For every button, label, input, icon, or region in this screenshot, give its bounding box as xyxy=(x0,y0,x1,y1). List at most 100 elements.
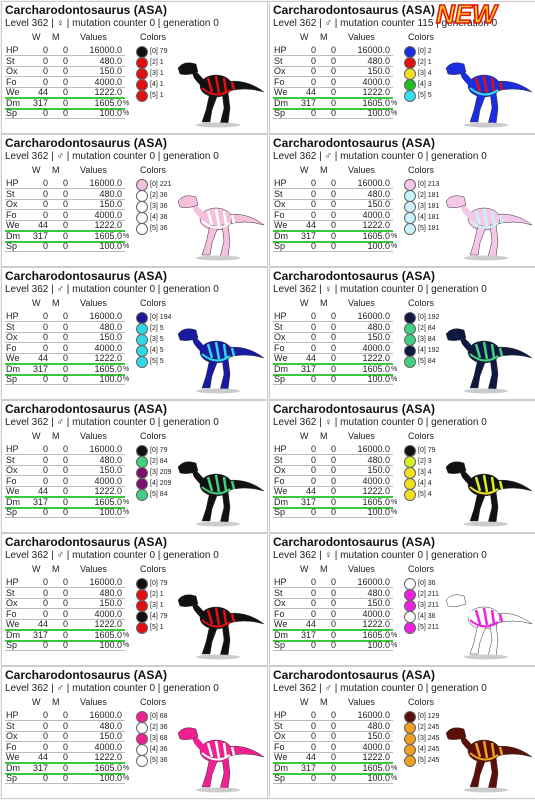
stat-mutation: 0 xyxy=(62,199,68,209)
stat-name: HP xyxy=(274,178,287,188)
color-label: [3] 1 xyxy=(150,602,164,609)
color-label: [2] 3 xyxy=(418,458,432,465)
creature-level: Level 362 | ♂ | mutation counter 0 | gen… xyxy=(5,683,219,694)
stat-mutation: 0 xyxy=(330,741,336,752)
stat-mutation: 0 xyxy=(62,577,68,587)
color-label: [2] 84 xyxy=(418,325,436,332)
creature-card: Carcharodontosaurus (ASA) Level 362 | ♂ |… xyxy=(1,134,268,267)
color-label: [2] 36 xyxy=(150,724,168,731)
head xyxy=(177,62,199,75)
creature-card: Carcharodontosaurus (ASA) Level 362 | ♀ |… xyxy=(269,267,535,400)
stat-mutation: 0 xyxy=(62,55,68,66)
creature-title: Carcharodontosaurus (ASA) xyxy=(273,136,436,150)
stat-mutation: 0 xyxy=(330,188,336,199)
stat-value: 4000.0 xyxy=(94,342,122,353)
color-label: [0] 79 xyxy=(150,447,168,454)
stat-value: 1222.0 xyxy=(362,220,390,230)
row-line xyxy=(5,618,125,620)
stat-name: We xyxy=(274,353,288,363)
stat-value: 1222.0 xyxy=(362,353,390,363)
stat-mutation: 0 xyxy=(330,363,336,374)
color-label: [3] 68 xyxy=(150,735,168,742)
stat-unit: % xyxy=(391,365,398,373)
row-line xyxy=(5,783,125,784)
shadow xyxy=(196,654,240,660)
stat-wild: 0 xyxy=(310,720,316,731)
stat-wild: 0 xyxy=(310,773,316,783)
color-label: [2] 1 xyxy=(150,591,164,598)
stat-wild: 0 xyxy=(42,444,48,454)
stat-mutation: 0 xyxy=(62,209,68,220)
stat-wild: 44 xyxy=(305,87,316,97)
belly xyxy=(469,752,499,761)
stat-wild: 317 xyxy=(300,97,316,108)
stat-wild: 317 xyxy=(32,97,48,108)
stat-value: 4000.0 xyxy=(362,76,390,87)
stat-mutation: 0 xyxy=(330,640,336,650)
stat-mutation: 0 xyxy=(330,454,336,465)
stat-value: 480.0 xyxy=(99,55,122,66)
creature-level: Level 362 | ♀ | mutation counter 0 | gen… xyxy=(5,18,219,29)
stat-mutation: 0 xyxy=(330,710,336,720)
stat-value: 1222.0 xyxy=(362,752,390,762)
column-header: Values xyxy=(348,564,375,574)
stat-name: We xyxy=(274,220,288,230)
color-label: [0] 129 xyxy=(418,713,440,720)
stat-value: 100.0 xyxy=(99,640,122,650)
row-line xyxy=(273,76,393,77)
color-label: [0] 2 xyxy=(418,48,432,55)
stat-name: St xyxy=(274,188,283,199)
stat-name: Fo xyxy=(6,342,17,353)
stat-wild: 0 xyxy=(42,640,48,650)
creature-card: Carcharodontosaurus (ASA) Level 362 | ♂ |… xyxy=(269,666,535,799)
creature-level: Level 362 | ♂ | mutation counter 0 | gen… xyxy=(5,550,219,561)
stat-unit: % xyxy=(123,775,130,782)
stat-name: We xyxy=(6,619,20,629)
stat-wild: 44 xyxy=(305,353,316,363)
row-line xyxy=(5,741,125,742)
color-label: [3] 211 xyxy=(418,602,439,609)
stat-value: 16000.0 xyxy=(89,311,122,321)
stat-unit: % xyxy=(391,775,398,782)
row-line xyxy=(5,107,125,110)
stat-name: HP xyxy=(6,311,19,321)
row-line xyxy=(273,618,393,620)
stat-mutation: 0 xyxy=(62,720,68,731)
stat-value: 16000.0 xyxy=(357,444,390,454)
stat-value: 150.0 xyxy=(367,731,390,741)
stat-value: 16000.0 xyxy=(89,178,122,188)
stat-value: 1222.0 xyxy=(94,486,122,496)
belly xyxy=(201,353,231,362)
stat-name: HP xyxy=(6,178,19,188)
stat-name: Fo xyxy=(274,608,285,619)
creature-title: Carcharodontosaurus (ASA) xyxy=(273,668,436,682)
creature-card: Carcharodontosaurus (ASA) Level 362 | ♂ |… xyxy=(269,134,535,267)
row-line xyxy=(273,783,393,784)
stripes xyxy=(474,208,504,227)
row-line xyxy=(273,65,393,67)
column-header: Values xyxy=(348,298,375,308)
stat-value: 480.0 xyxy=(99,587,122,598)
stat-value: 150.0 xyxy=(99,199,122,209)
stat-mutation: 0 xyxy=(330,342,336,353)
stat-value: 4000.0 xyxy=(94,475,122,486)
stat-name: St xyxy=(274,321,283,332)
color-label: [2] 211 xyxy=(418,591,439,598)
color-label: [4] 5 xyxy=(150,347,164,354)
stat-name: St xyxy=(6,55,15,66)
stat-mutation: 0 xyxy=(62,710,68,720)
column-header: W xyxy=(32,32,41,42)
stat-mutation: 0 xyxy=(330,444,336,454)
stat-name: St xyxy=(6,321,15,332)
color-label: [4] 181 xyxy=(418,214,440,221)
stat-name: Fo xyxy=(274,209,285,220)
row-line xyxy=(5,86,125,88)
stat-value: 1222.0 xyxy=(94,87,122,97)
creature-title: Carcharodontosaurus (ASA) xyxy=(5,668,168,682)
creature-level: Level 362 | ♂ | mutation counter 0 | gen… xyxy=(5,417,219,428)
column-header: Values xyxy=(348,697,375,707)
row-line xyxy=(5,464,125,466)
creature-level: Level 362 | ♀ | mutation counter 0 | gen… xyxy=(273,284,487,295)
shadow xyxy=(464,654,508,660)
stat-unit: % xyxy=(123,232,130,240)
